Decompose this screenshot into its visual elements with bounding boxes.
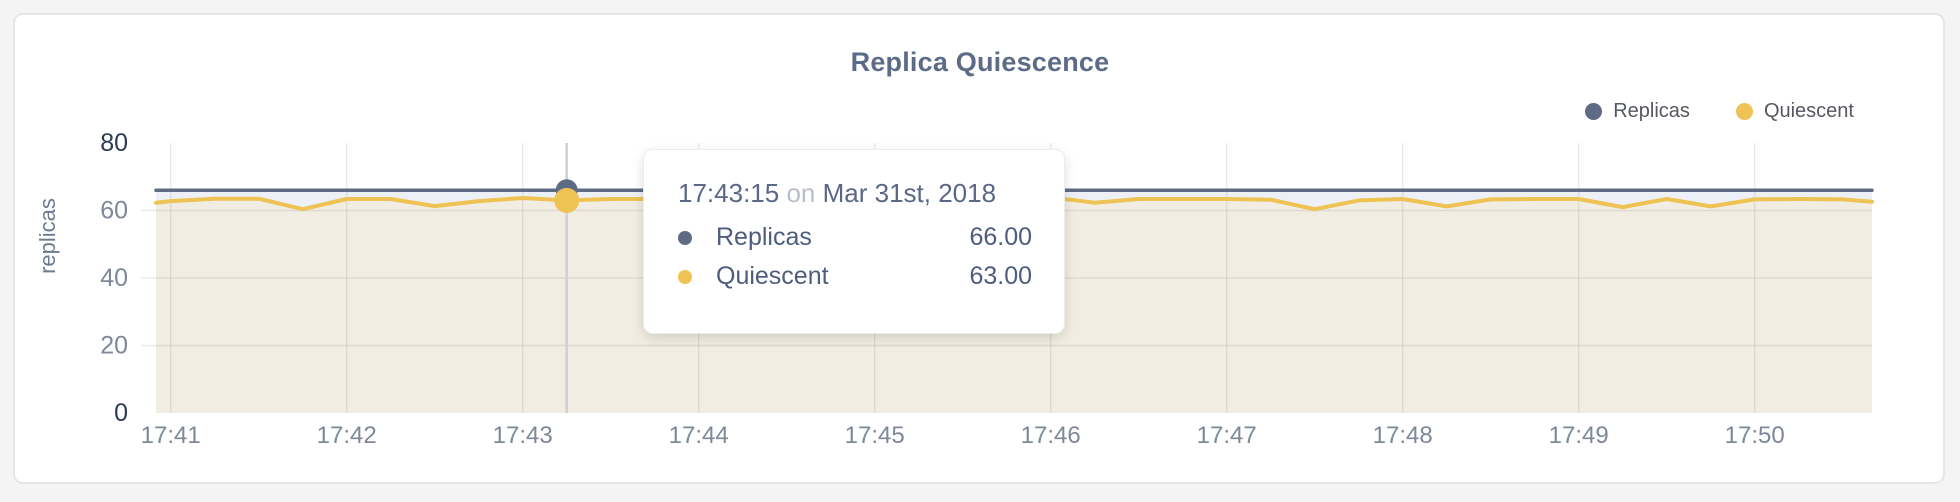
legend-item-quiescent[interactable]: Quiescent bbox=[1735, 100, 1854, 123]
x-tick-label: 17:48 bbox=[1373, 422, 1433, 449]
replicas-legend-dot-icon bbox=[1585, 103, 1603, 120]
x-tick-label: 17:46 bbox=[1021, 422, 1081, 449]
x-tick-label: 17:49 bbox=[1549, 422, 1609, 449]
legend-label-replicas: Replicas bbox=[1613, 100, 1690, 122]
y-tick-label: 80 bbox=[100, 129, 128, 157]
tooltip-date: Mar 31st, 2018 bbox=[822, 178, 997, 208]
y-axis-title: replicas bbox=[35, 198, 60, 274]
y-tick-label: 60 bbox=[100, 197, 128, 225]
x-tick-label: 17:43 bbox=[493, 422, 553, 449]
tooltip-label-replicas: Replicas bbox=[716, 223, 812, 251]
x-tick-label: 17:42 bbox=[317, 422, 377, 449]
legend-item-replicas[interactable]: Replicas bbox=[1585, 100, 1690, 123]
quiescent-tooltip-dot-icon bbox=[678, 269, 692, 284]
x-tick-label: 17:41 bbox=[141, 422, 201, 449]
tooltip-label-quiescent: Quiescent bbox=[716, 262, 829, 290]
replicas-tooltip-dot-icon bbox=[678, 230, 692, 245]
tooltip-value-quiescent: 63.00 bbox=[969, 262, 1032, 290]
x-tick-label: 17:50 bbox=[1725, 422, 1785, 449]
legend-label-quiescent: Quiescent bbox=[1763, 100, 1854, 122]
x-tick-label: 17:47 bbox=[1197, 422, 1257, 449]
y-tick-label: 20 bbox=[100, 332, 128, 360]
quiescent-legend-dot-icon bbox=[1735, 103, 1753, 120]
tooltip-row-replicas: Replicas 66.00 bbox=[678, 223, 1032, 252]
y-tick-label: 40 bbox=[100, 264, 128, 292]
x-tick-label: 17:45 bbox=[845, 422, 905, 449]
chart-legend: Replicas Quiescent bbox=[1585, 100, 1854, 123]
chart-title: Replica Quiescence bbox=[850, 47, 1110, 77]
tooltip-time: 17:43:15 bbox=[678, 178, 780, 208]
x-tick-label: 17:44 bbox=[669, 422, 729, 449]
tooltip-timestamp: 17:43:15 on Mar 31st, 2018 bbox=[678, 178, 1032, 209]
quiescent-highlight-dot[interactable] bbox=[554, 187, 580, 213]
tooltip-row-quiescent: Quiescent 63.00 bbox=[678, 262, 1032, 291]
y-tick-label: 0 bbox=[114, 399, 128, 427]
tooltip-connector: on bbox=[786, 178, 816, 208]
chart-tooltip: 17:43:15 on Mar 31st, 2018 Replicas 66.0… bbox=[643, 149, 1065, 334]
tooltip-value-replicas: 66.00 bbox=[969, 223, 1032, 251]
